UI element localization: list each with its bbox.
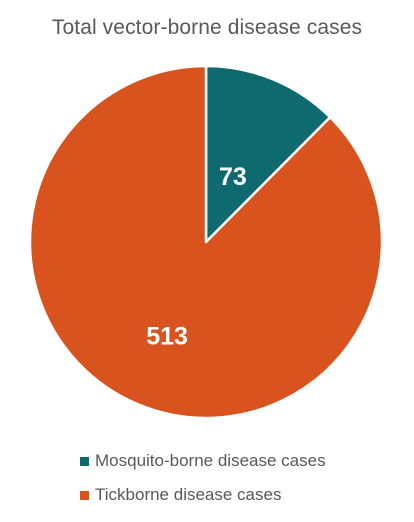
pie-data-labels: 73 513 (146, 163, 247, 350)
legend-swatch-mosquito (80, 456, 89, 466)
data-label-mosquito: 73 (219, 163, 247, 191)
pie-slices (28, 64, 384, 420)
legend-item-tickborne: Tickborne disease cases (80, 485, 326, 505)
legend-swatch-tickborne (80, 490, 89, 500)
legend-label-mosquito: Mosquito-borne disease cases (95, 451, 326, 470)
chart-legend: Mosquito-borne disease cases Tickborne d… (80, 451, 326, 519)
legend-item-mosquito: Mosquito-borne disease cases (80, 451, 326, 471)
slice-tickborne (28, 64, 384, 420)
slice-mosquito (204, 64, 332, 244)
legend-label-tickborne: Tickborne disease cases (95, 485, 282, 504)
chart-title: Total vector-borne disease cases (51, 16, 363, 39)
data-label-tickborne: 513 (146, 322, 188, 350)
pie-chart: 73 513 (28, 64, 384, 420)
